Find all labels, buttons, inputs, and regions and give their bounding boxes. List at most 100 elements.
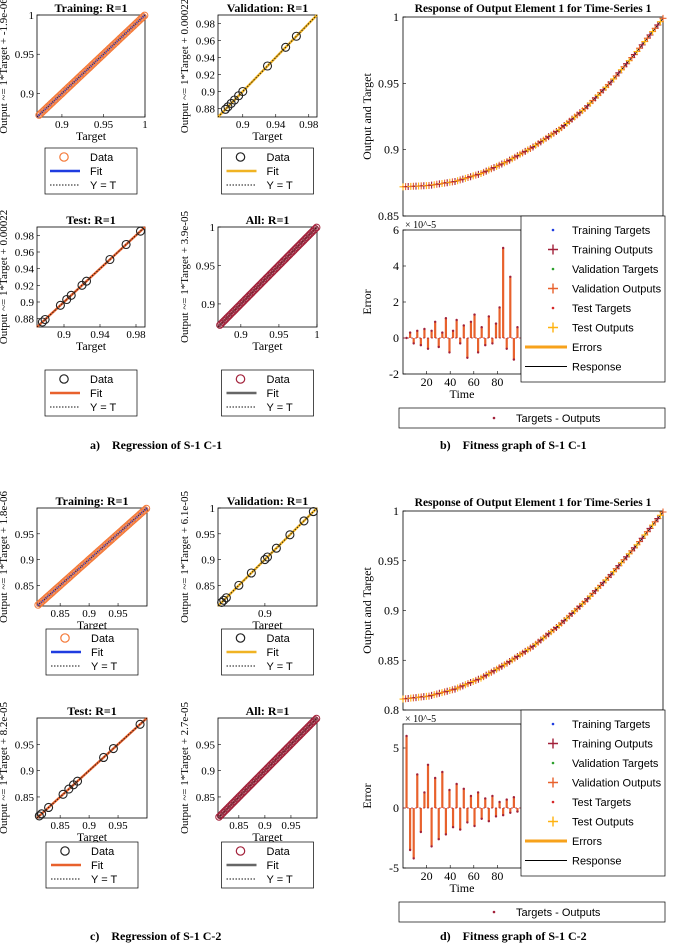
legend-dot-marker: [492, 416, 496, 420]
legend-label: Errors: [572, 836, 602, 848]
error-point: [462, 787, 465, 790]
x-tick-label: 0.9: [236, 119, 250, 131]
y-axis-label: Output ~= 1*Target + 1.8e-06: [0, 491, 10, 623]
data-point: [291, 31, 301, 41]
x-tick-label: 0.85: [229, 820, 249, 832]
error-point: [469, 320, 473, 323]
y-tick-label: 1: [393, 10, 399, 24]
error-point: [451, 826, 455, 829]
x-tick-label: 0.85: [51, 608, 71, 620]
x-axis-label: Target: [252, 339, 283, 353]
x-tick-label: 0.85: [51, 820, 71, 832]
error-point: [405, 734, 408, 738]
data-point: [226, 98, 236, 108]
error-point: [516, 810, 519, 813]
error-point: [466, 821, 469, 824]
x-tick-label: 0.9: [258, 820, 272, 832]
legend-data-marker: [235, 374, 246, 384]
error-point: [455, 318, 458, 322]
error-point: [494, 322, 498, 325]
response-frame: [402, 510, 664, 711]
error-exponent: × 10^-5: [405, 714, 436, 725]
data-point: [312, 223, 321, 232]
r1-test-panel: Test: R=1 0.9 0.94 0.98 0.88 0.9 0.92 0.94 0.96 0…: [0, 210, 146, 417]
error-point: [433, 320, 437, 323]
legend-label: Validation Targets: [572, 758, 659, 770]
data-point: [311, 716, 319, 724]
y-axis-label: Output ~= 1*Target + 0.00022: [179, 0, 191, 133]
data-point: [223, 102, 233, 112]
error-point: [509, 811, 512, 814]
error-point: [455, 782, 458, 786]
legend-dot-marker: [551, 306, 555, 310]
error-point: [487, 820, 491, 823]
y-tick-label: 0.88: [196, 104, 216, 116]
legend-label: Y = T: [267, 180, 293, 192]
x-tick-label: 0.98: [299, 119, 319, 131]
legend-label: Response: [572, 362, 622, 374]
legend-data-marker: [59, 152, 69, 162]
error-point: [426, 763, 430, 766]
error-point: [473, 313, 476, 316]
legend-label: Fit: [91, 860, 103, 872]
ts1-response-panel: Response of Output Element 1 for Time-Se…: [360, 3, 667, 429]
y-tick-label: 0.95: [15, 49, 35, 61]
x-axis-label: Target: [252, 618, 283, 632]
ts1-response-legend: Training Targets Training Outputs Validati…: [398, 215, 666, 429]
plot-title: Test: R=1: [67, 704, 116, 718]
legend-targets-outputs-box: [398, 407, 666, 429]
error-point: [451, 329, 455, 332]
y-tick-label: 0.85: [15, 580, 35, 592]
error-point: [469, 794, 473, 798]
y-tick-label: 0.85: [378, 653, 399, 667]
legend-plus-marker: [548, 816, 558, 827]
data-point: [40, 314, 50, 325]
error-point: [509, 275, 512, 278]
legend-data-marker: [60, 846, 70, 856]
r2-all-panel: All: R=10.85 0.9 0.950.850.90.95TargetOutp…: [179, 702, 321, 889]
x-tick-label: 20: [421, 869, 433, 883]
data-point: [234, 580, 244, 590]
y-tick-label: 1: [29, 10, 35, 22]
error-point: [437, 838, 440, 841]
error-point: [459, 342, 462, 345]
y-tick-label: 0.9: [20, 88, 34, 100]
error-point: [419, 344, 423, 347]
y-tick-label: 0.9: [201, 766, 215, 778]
data-point: [238, 86, 248, 97]
y-tick-label: 0.85: [196, 792, 216, 804]
y-tick-label: -2: [389, 367, 399, 381]
error-point: [430, 329, 433, 332]
error-point: [423, 791, 426, 794]
x-tick-label: 0.94: [266, 119, 286, 131]
data-point: [271, 543, 281, 553]
y-equals-t-line: [36, 226, 146, 328]
x-tick-label: 0.94: [90, 329, 110, 341]
error-point: [501, 814, 505, 817]
y-tick-label: 1: [210, 503, 216, 515]
y-equals-t-line: [36, 717, 148, 819]
x-tick-label: 40: [444, 375, 456, 389]
x-tick-label: 0.95: [94, 119, 114, 131]
y-axis-label: Output ~= 1*Target + 3.9e-05: [179, 211, 191, 343]
data-point: [105, 254, 115, 265]
error-point: [476, 351, 480, 354]
legend-label: Errors: [572, 342, 602, 354]
y-tick-label: 5: [393, 741, 399, 755]
y-tick-label: 0.85: [196, 580, 216, 592]
data-point: [139, 13, 147, 21]
legend-label: Fit: [267, 860, 279, 872]
r1-test-legend: Data Fit Y = T: [44, 369, 138, 417]
caption-a: a) Regression of S-1 C-1: [90, 438, 222, 452]
error-point: [448, 788, 451, 792]
x-tick-label: 1: [314, 329, 320, 341]
data-point: [34, 811, 44, 821]
y-tick-label: 0.9: [384, 604, 399, 618]
error-point: [516, 326, 519, 329]
y-axis-label: Error: [360, 783, 374, 808]
x-tick-label: 0.9: [82, 820, 96, 832]
legend-dot-marker: [551, 267, 555, 271]
r2-test-panel: Test: R=10.85 0.9 0.950.850.90.95TargetOut…: [0, 702, 148, 889]
legend-label: Targets - Outputs: [516, 413, 601, 425]
